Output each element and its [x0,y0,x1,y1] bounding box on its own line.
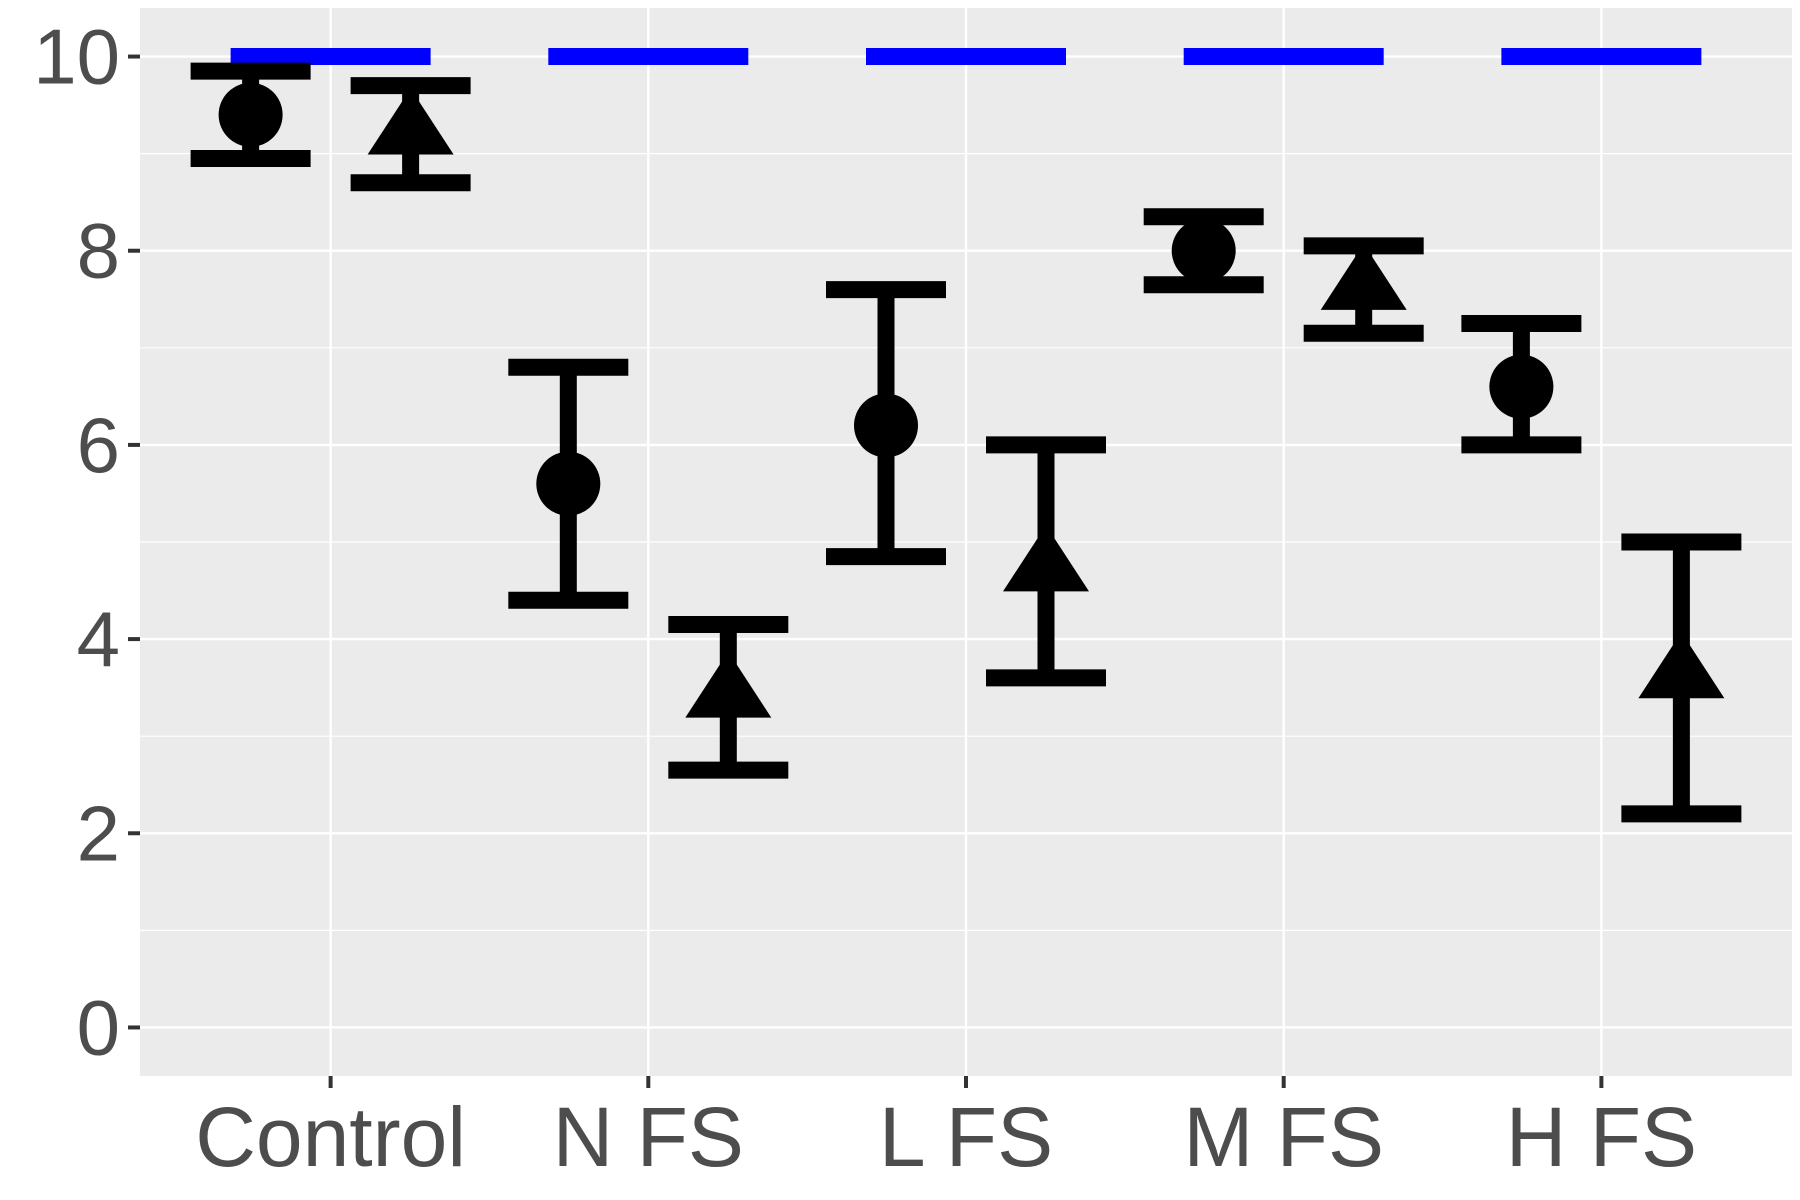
y-tick-label: 10 [33,13,120,101]
y-tick-label: 8 [77,207,120,295]
data-points [218,82,1725,718]
circle-point [1489,354,1554,419]
y-tick-label: 6 [77,401,120,489]
y-axis: 0 2 4 6 8 10 [33,13,140,1071]
x-tick-label: Control [195,1090,466,1184]
y-tick-label: 4 [77,595,120,683]
triangle-point [367,88,454,155]
x-tick-label: L FS [879,1090,1053,1184]
y-tick-label: 0 [77,983,120,1071]
triangle-point [1638,632,1725,699]
circle-point [1171,218,1236,283]
circle-point [536,451,601,516]
circle-point [218,82,283,147]
x-tick-label: M FS [1183,1090,1384,1184]
x-tick-label: N FS [553,1090,744,1184]
circle-point [854,393,918,458]
triangle-point [1320,243,1407,310]
triangle-point [1003,525,1089,592]
y-tick-label: 2 [77,789,120,877]
x-axis: Control N FS L FS M FS H FS [195,1076,1697,1184]
x-tick-label: H FS [1506,1090,1697,1184]
triangle-point [685,651,772,718]
